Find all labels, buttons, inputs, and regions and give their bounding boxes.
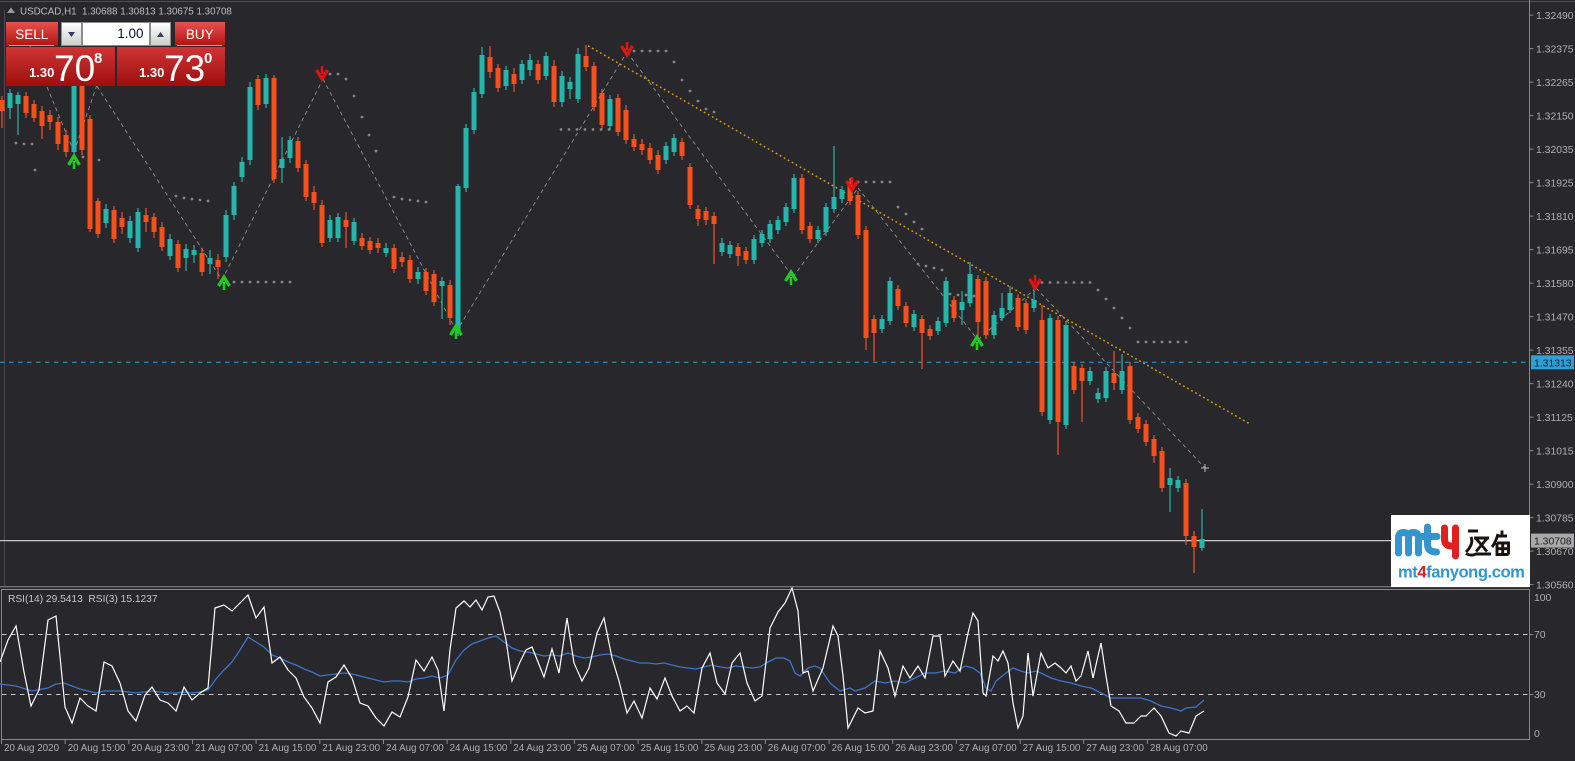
svg-text:26 Aug 15:00: 26 Aug 15:00 <box>832 743 890 754</box>
svg-text:1.31810: 1.31810 <box>1536 212 1574 223</box>
svg-text:21 Aug 23:00: 21 Aug 23:00 <box>322 743 380 754</box>
svg-text:70: 70 <box>1534 630 1546 641</box>
svg-text:28 Aug 07:00: 28 Aug 07:00 <box>1150 743 1208 754</box>
svg-text:1.30560: 1.30560 <box>1536 580 1574 591</box>
svg-text:1.31355: 1.31355 <box>1536 346 1574 357</box>
svg-text:1.31125: 1.31125 <box>1536 413 1573 424</box>
svg-text:20 Aug 23:00: 20 Aug 23:00 <box>131 743 189 754</box>
svg-text:1.32490: 1.32490 <box>1536 11 1574 22</box>
svg-text:1.31015: 1.31015 <box>1536 446 1574 457</box>
svg-text:21 Aug 07:00: 21 Aug 07:00 <box>195 743 253 754</box>
svg-text:100: 100 <box>1534 593 1552 604</box>
svg-text:1.32265: 1.32265 <box>1536 78 1574 89</box>
svg-text:USDCAD,H1 1.30688 1.30813 1.3: USDCAD,H1 1.30688 1.30813 1.30675 1.3070… <box>20 7 232 18</box>
svg-text:20 Aug 15:00: 20 Aug 15:00 <box>68 743 126 754</box>
svg-text:24 Aug 07:00: 24 Aug 07:00 <box>386 743 444 754</box>
svg-text:1.32375: 1.32375 <box>1536 44 1574 55</box>
svg-text:24 Aug 23:00: 24 Aug 23:00 <box>513 743 571 754</box>
svg-text:1.30900: 1.30900 <box>1536 480 1574 491</box>
svg-text:25 Aug 23:00: 25 Aug 23:00 <box>704 743 762 754</box>
svg-text:25 Aug 15:00: 25 Aug 15:00 <box>641 743 699 754</box>
svg-text:1.30785: 1.30785 <box>1536 513 1574 524</box>
svg-text:26 Aug 23:00: 26 Aug 23:00 <box>895 743 953 754</box>
svg-text:1.31240: 1.31240 <box>1536 379 1574 390</box>
svg-text:21 Aug 15:00: 21 Aug 15:00 <box>259 743 317 754</box>
svg-text:RSI(14) 29.5413 RSI(3) 15.123: RSI(14) 29.5413 RSI(3) 15.1237 <box>8 594 158 605</box>
svg-text:20 Aug 2020: 20 Aug 2020 <box>4 743 60 754</box>
svg-text:26 Aug 07:00: 26 Aug 07:00 <box>768 743 826 754</box>
svg-text:1.31925: 1.31925 <box>1536 178 1574 189</box>
svg-text:1.31470: 1.31470 <box>1536 312 1574 323</box>
svg-text:mt4fanyong.com: mt4fanyong.com <box>1398 563 1524 582</box>
svg-text:0: 0 <box>1534 729 1540 740</box>
svg-text:1.31580: 1.31580 <box>1536 279 1574 290</box>
svg-text:25 Aug 07:00: 25 Aug 07:00 <box>577 743 635 754</box>
svg-text:1.31695: 1.31695 <box>1536 245 1574 256</box>
svg-text:1.30708: 1.30708 <box>1534 537 1572 548</box>
svg-text:30: 30 <box>1534 690 1546 701</box>
svg-text:1.31313: 1.31313 <box>1534 358 1572 369</box>
svg-text:1.30670: 1.30670 <box>1536 547 1574 558</box>
svg-text:1.32035: 1.32035 <box>1536 145 1574 156</box>
svg-text:24 Aug 15:00: 24 Aug 15:00 <box>450 743 508 754</box>
svg-text:27 Aug 07:00: 27 Aug 07:00 <box>959 743 1017 754</box>
svg-text:27 Aug 15:00: 27 Aug 15:00 <box>1023 743 1081 754</box>
svg-text:27 Aug 23:00: 27 Aug 23:00 <box>1086 743 1144 754</box>
svg-text:1.32150: 1.32150 <box>1536 111 1574 122</box>
